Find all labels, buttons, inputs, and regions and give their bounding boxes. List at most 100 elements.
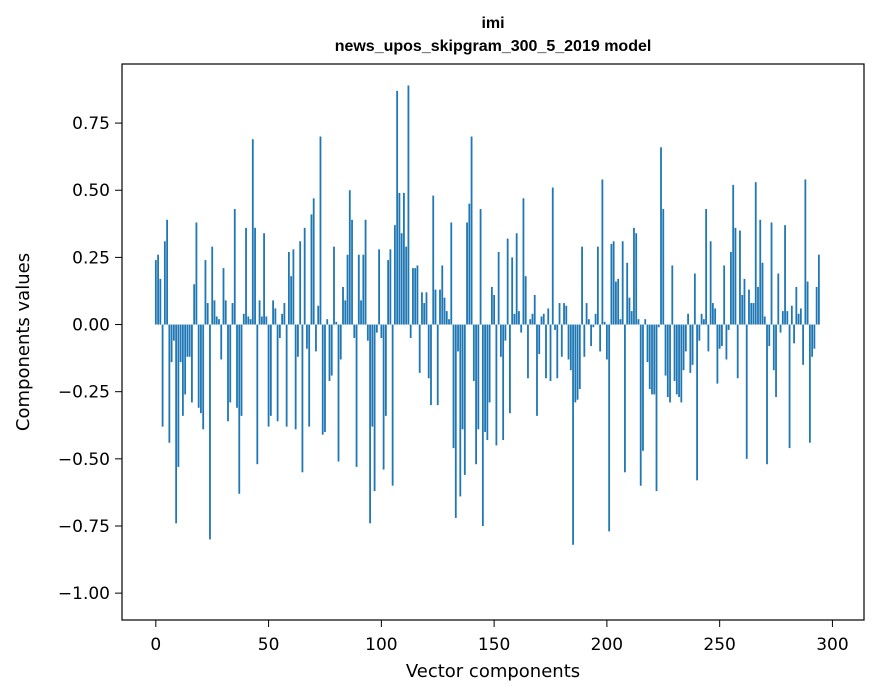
- bar-component-133: [454, 324, 457, 518]
- bar-component-181: [563, 303, 565, 325]
- bar-component-44: [254, 227, 256, 325]
- x-tick-label: 100: [365, 635, 397, 655]
- bar-component-237: [689, 324, 692, 373]
- bar-component-63: [297, 324, 299, 357]
- bar-component-27: [215, 316, 218, 325]
- y-tick-label: −0.25: [58, 383, 110, 403]
- bar-component-20: [200, 324, 202, 414]
- bar-component-176: [551, 187, 554, 325]
- bar-component-274: [772, 324, 775, 371]
- bar-component-220: [651, 324, 653, 395]
- bar-component-159: [513, 313, 516, 325]
- y-tick-label: −0.75: [58, 517, 110, 537]
- bar-component-192: [587, 319, 590, 325]
- bar-component-163: [522, 198, 525, 325]
- bar-component-69: [310, 214, 313, 325]
- bar-component-235: [684, 324, 687, 352]
- bar-component-74: [321, 324, 324, 435]
- bar-component-28: [218, 319, 220, 325]
- bar-component-97: [373, 324, 376, 492]
- bar-component-132: [452, 324, 455, 449]
- bar-component-172: [542, 313, 545, 325]
- bar-component-101: [382, 324, 385, 470]
- bar-component-113: [409, 324, 412, 338]
- bar-component-224: [660, 147, 662, 325]
- bar-component-40: [245, 227, 247, 325]
- bar-component-116: [416, 265, 419, 325]
- bar-component-244: [705, 209, 708, 325]
- bar-component-4: [163, 241, 166, 325]
- bar-component-248: [714, 308, 717, 325]
- bar-component-236: [687, 313, 689, 325]
- bar-component-57: [283, 303, 286, 325]
- bar-component-114: [412, 268, 414, 325]
- bar-component-84: [344, 300, 347, 325]
- bar-component-0: [154, 260, 157, 325]
- bar-component-239: [693, 273, 696, 325]
- bar-component-79: [333, 246, 335, 325]
- y-tick-label: 0.50: [72, 181, 110, 201]
- bar-component-38: [240, 324, 243, 416]
- bar-component-186: [574, 324, 577, 403]
- bar-component-155: [504, 324, 507, 341]
- bar-component-33: [229, 324, 232, 403]
- bar-component-30: [222, 268, 225, 325]
- bar-component-67: [306, 324, 308, 349]
- bar-component-230: [673, 324, 676, 381]
- bar-component-174: [547, 308, 550, 325]
- bar-component-99: [378, 249, 380, 325]
- bar-component-161: [518, 311, 520, 325]
- plot-frame: [121, 63, 865, 621]
- bar-component-145: [481, 324, 484, 526]
- bar-component-59: [287, 252, 290, 325]
- bar-component-37: [238, 324, 241, 494]
- y-axis-label: Components values: [13, 253, 34, 431]
- bar-component-23: [206, 303, 209, 325]
- bar-component-85: [346, 254, 349, 325]
- bar-component-92: [362, 254, 365, 325]
- bar-component-123: [432, 195, 435, 325]
- bar-component-8: [172, 324, 175, 341]
- bar-component-53: [274, 308, 277, 325]
- chart-title: imi: [481, 15, 504, 32]
- bar-component-225: [662, 209, 665, 325]
- x-tick-label: 250: [703, 635, 735, 655]
- bar-component-31: [224, 300, 227, 325]
- bar-component-110: [403, 192, 405, 325]
- bar-component-263: [748, 289, 750, 325]
- bar-component-250: [718, 324, 721, 349]
- bar-component-26: [213, 300, 216, 325]
- bar-component-256: [732, 184, 735, 325]
- bar-component-134: [457, 324, 459, 352]
- bar-component-127: [441, 265, 444, 325]
- bar-component-58: [285, 324, 288, 427]
- bar-component-203: [612, 241, 615, 325]
- bar-component-183: [567, 324, 570, 360]
- bar-component-212: [633, 227, 635, 325]
- bar-component-194: [592, 324, 595, 328]
- bar-component-22: [204, 260, 207, 325]
- bar-component-241: [698, 324, 701, 341]
- bar-component-13: [184, 324, 187, 395]
- bar-component-90: [357, 254, 360, 325]
- bar-component-270: [763, 316, 766, 325]
- bar-component-175: [549, 324, 552, 381]
- bar-component-121: [427, 324, 430, 379]
- bar-component-34: [231, 303, 234, 325]
- bar-component-257: [734, 227, 737, 325]
- bar-component-88: [353, 324, 356, 338]
- y-tick-label: −0.50: [58, 450, 110, 470]
- bar-component-158: [511, 257, 514, 325]
- bar-component-160: [515, 233, 518, 325]
- bar-component-6: [168, 324, 171, 443]
- bar-component-72: [317, 305, 320, 325]
- bar-component-193: [590, 324, 592, 347]
- bar-component-108: [398, 192, 401, 325]
- bar-component-173: [545, 324, 547, 379]
- bar-component-165: [527, 324, 529, 379]
- x-axis-label: Vector components: [406, 661, 580, 682]
- x-tick-label: 200: [591, 635, 623, 655]
- bar-component-42: [249, 319, 252, 325]
- bar-component-41: [247, 316, 250, 325]
- bar-component-284: [795, 286, 798, 325]
